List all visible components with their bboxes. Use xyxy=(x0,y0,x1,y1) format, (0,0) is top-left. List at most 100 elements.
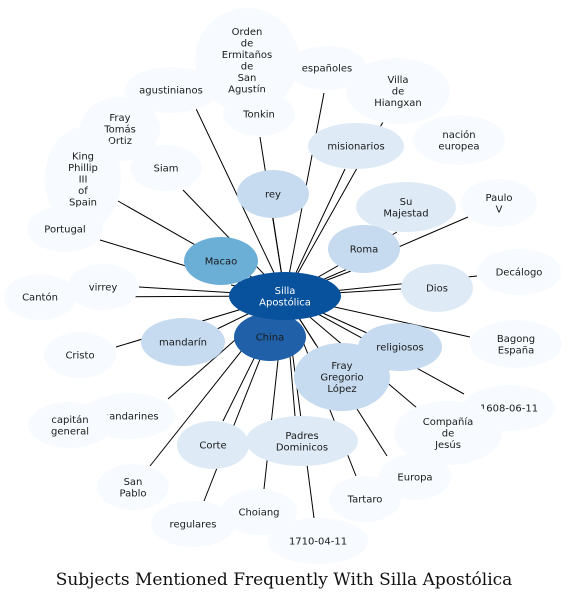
node-circle xyxy=(184,237,258,285)
node-label: Roma xyxy=(350,245,379,256)
node-label: Villa xyxy=(387,75,408,86)
node-label: europea xyxy=(438,141,479,152)
node-label: Tartaro xyxy=(347,495,383,506)
node-label: Spain xyxy=(69,198,97,209)
node-label: Cantón xyxy=(22,292,58,304)
node-cristo: Cristo xyxy=(44,332,116,378)
node-label: Cristo xyxy=(65,351,94,362)
node-label: Su xyxy=(400,197,413,208)
node-label: Gregorio xyxy=(320,373,363,384)
node-label: King xyxy=(72,152,94,163)
node-circle xyxy=(294,343,390,411)
node-agustinianos: agustinianos xyxy=(125,67,217,113)
node-circle xyxy=(28,402,112,448)
node-circle xyxy=(223,92,295,136)
node-circle xyxy=(125,67,217,113)
node-label: misionarios xyxy=(327,142,384,153)
node-label: Dios xyxy=(426,284,448,295)
node-china: China xyxy=(234,313,306,361)
node-label: de xyxy=(392,87,405,98)
node-label: Padres xyxy=(285,431,318,442)
node-label: Orden xyxy=(232,27,263,38)
node-decalogo: Decálogo xyxy=(477,249,561,295)
node-label: Tomás xyxy=(103,124,136,136)
node-label: Paulo xyxy=(486,193,513,204)
node-circle xyxy=(268,518,368,564)
node-label: capitán xyxy=(51,414,88,426)
node-label: de xyxy=(241,61,254,72)
node-label: agustinianos xyxy=(139,86,203,97)
node-roma: Roma xyxy=(328,225,400,273)
node-label: of xyxy=(78,186,88,197)
node-circle xyxy=(394,401,502,465)
node-label: Silla xyxy=(275,286,296,297)
node-label: China xyxy=(256,333,285,344)
node-circle xyxy=(413,115,505,165)
node-siam: Siam xyxy=(130,145,202,191)
node-label: Hiangxan xyxy=(374,98,422,109)
node-label: Phillip xyxy=(68,163,98,174)
node-circle xyxy=(27,206,103,252)
node-label: Jesús xyxy=(434,439,461,451)
node-label: Siam xyxy=(154,164,179,175)
node-label: de xyxy=(442,429,455,440)
node-rey: rey xyxy=(237,170,309,218)
node-misionarios: misionarios xyxy=(308,123,404,169)
node-label: Decálogo xyxy=(496,267,543,279)
node-label: Fray xyxy=(331,361,352,372)
node-circle xyxy=(44,332,116,378)
node-circle xyxy=(287,46,367,90)
node-choiang: Choiang xyxy=(221,489,297,535)
node-label: religiosos xyxy=(376,343,423,354)
node-label: mandarines xyxy=(99,412,158,423)
node-circle xyxy=(234,313,306,361)
node-label: Choiang xyxy=(238,508,279,519)
node-label: mandarín xyxy=(159,337,207,349)
node-circle xyxy=(328,225,400,273)
node-circle xyxy=(246,416,358,466)
node-label: Compañía xyxy=(423,416,474,428)
node-circle xyxy=(4,274,76,320)
node-label: Tonkin xyxy=(242,110,275,121)
node-label: Ortiz xyxy=(108,136,132,147)
node-circle xyxy=(237,170,309,218)
node-virrey: virrey xyxy=(67,264,139,310)
diagram-title: Subjects Mentioned Frequently With Silla… xyxy=(55,570,513,590)
node-label: regulares xyxy=(170,520,217,531)
node-tonkin: Tonkin xyxy=(223,92,295,136)
node-circle xyxy=(130,145,202,191)
node-date-1710: 1710-04-11 xyxy=(268,518,368,564)
node-label: 1608-06-11 xyxy=(480,404,538,415)
node-macao: Macao xyxy=(184,237,258,285)
node-circle xyxy=(308,123,404,169)
node-label: Bagong xyxy=(497,334,535,345)
node-espanoles: españoles xyxy=(287,46,367,90)
node-label: rey xyxy=(265,190,281,201)
node-corte: Corte xyxy=(177,421,249,469)
node-canton: Cantón xyxy=(4,274,76,320)
node-circle xyxy=(195,8,299,112)
node-label: virrey xyxy=(89,283,118,294)
node-label: nación xyxy=(442,129,475,141)
node-dios: Dios xyxy=(401,264,473,312)
node-circle xyxy=(151,501,235,547)
node-label: Portugal xyxy=(44,225,85,236)
node-circle xyxy=(97,464,169,510)
node-label: España xyxy=(498,345,534,356)
node-label: San xyxy=(124,477,143,488)
node-mandarin: mandarín xyxy=(141,318,225,366)
node-label: Dominicos xyxy=(276,442,328,453)
node-circle xyxy=(401,264,473,312)
node-label: Majestad xyxy=(383,208,428,219)
